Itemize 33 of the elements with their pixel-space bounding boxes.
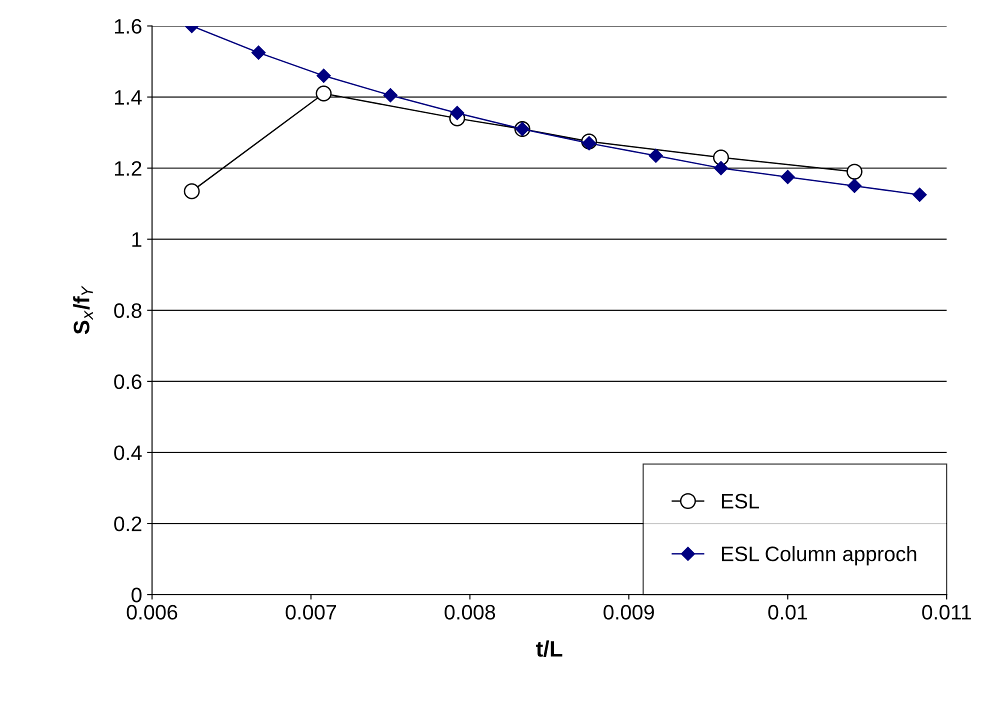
x-tick-label: 0.009 [604,604,654,620]
y-tick-label: 0.6 [114,374,142,390]
x-tick-label: 0.006 [126,604,178,620]
y-tick-label: 0 [132,588,142,602]
x-tick-label: 0.01 [768,604,807,620]
point [316,68,331,83]
y-tick-label: 1 [132,232,142,247]
point [383,88,398,102]
x-tick-label: 0.011 [922,604,971,620]
x-axis-title: t/L [536,640,562,657]
point [450,106,464,120]
y-tick-label: 1.4 [114,90,142,105]
point [846,164,862,180]
point [847,178,862,193]
x-tick-label: 0.007 [286,604,336,620]
y-tick-label: 0.2 [114,516,142,532]
point [648,148,663,163]
point [713,149,729,166]
point [912,188,927,202]
point [316,86,332,102]
point [184,183,200,200]
point [582,136,596,150]
point [251,46,266,60]
point [714,161,728,176]
y-tick-label: 1.6 [114,18,142,34]
legend-label: ESL [722,494,759,509]
y-tick-label: 1.2 [114,161,142,176]
y-tick-label: 0.4 [114,445,142,460]
legend-label: ESL Column approch [722,546,916,566]
x-tick-label: 0.008 [444,604,496,620]
point [780,170,795,184]
y-tick-label: 0.8 [114,303,142,318]
y-axis-title: S$_{x}$/f$_{Y}$ [73,286,93,334]
